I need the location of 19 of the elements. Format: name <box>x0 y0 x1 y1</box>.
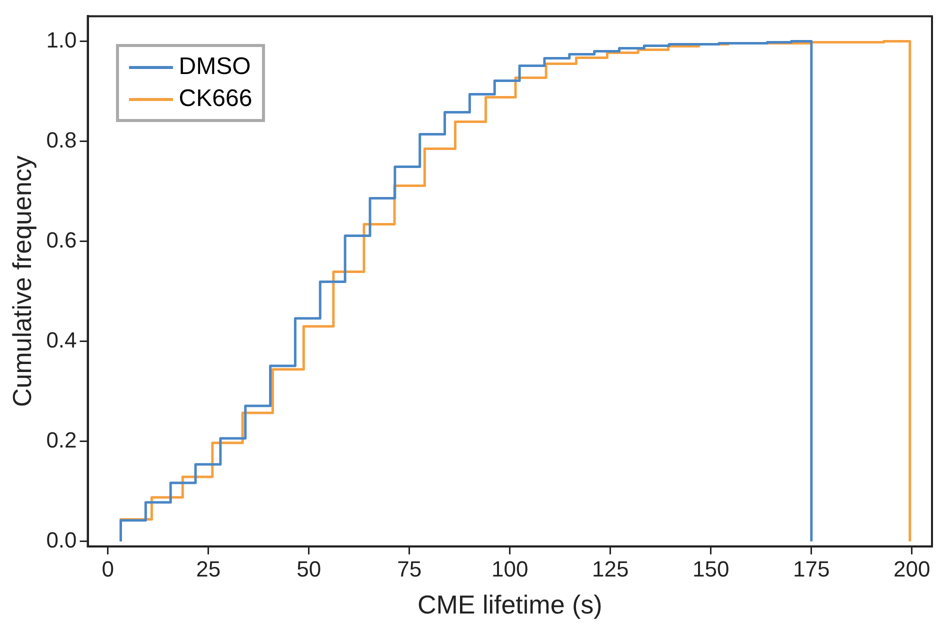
y-tick-label: 0.8 <box>46 127 77 152</box>
x-tick-label: 50 <box>296 556 322 582</box>
x-tick-label: 175 <box>793 556 830 582</box>
legend-label: CK666 <box>178 85 252 114</box>
x-tick-label: 125 <box>592 556 629 582</box>
x-tick-label: 0 <box>102 556 114 582</box>
x-tick-label: 25 <box>196 556 221 582</box>
y-tick-label: 0.0 <box>46 527 77 552</box>
y-tick-label: 0.6 <box>46 227 77 252</box>
y-axis-title: Cumulative frequency <box>6 156 37 408</box>
legend-label: DMSO <box>178 53 251 82</box>
x-tick-label: 150 <box>692 556 730 582</box>
x-tick-label: 100 <box>492 556 528 582</box>
x-tick-label: 75 <box>397 556 422 582</box>
x-tick-label: 200 <box>894 556 930 582</box>
x-axis-title: CME lifetime (s) <box>417 590 602 620</box>
y-tick-label: 0.2 <box>46 427 77 452</box>
y-tick-label: 1.0 <box>46 27 77 52</box>
y-tick-label: 0.4 <box>46 327 77 352</box>
